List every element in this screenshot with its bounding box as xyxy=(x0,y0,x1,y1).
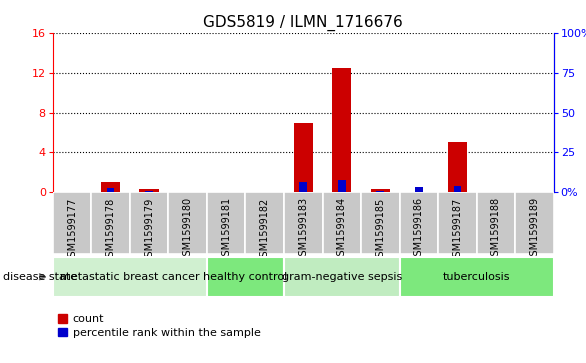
FancyBboxPatch shape xyxy=(284,192,322,254)
FancyBboxPatch shape xyxy=(207,257,284,297)
Bar xyxy=(448,143,467,192)
Bar xyxy=(294,123,313,192)
FancyBboxPatch shape xyxy=(246,192,284,254)
Bar xyxy=(332,68,352,192)
Text: healthy control: healthy control xyxy=(203,272,288,282)
Bar xyxy=(299,183,307,192)
FancyBboxPatch shape xyxy=(130,192,168,254)
Text: disease state: disease state xyxy=(3,272,77,282)
Legend: count, percentile rank within the sample: count, percentile rank within the sample xyxy=(58,314,261,338)
Bar xyxy=(338,180,346,192)
FancyBboxPatch shape xyxy=(400,192,438,254)
Bar xyxy=(139,189,159,192)
FancyBboxPatch shape xyxy=(53,257,207,297)
Text: GSM1599184: GSM1599184 xyxy=(337,197,347,262)
Text: GSM1599187: GSM1599187 xyxy=(452,197,462,262)
FancyBboxPatch shape xyxy=(400,257,554,297)
Text: GSM1599185: GSM1599185 xyxy=(376,197,386,262)
Text: GSM1599181: GSM1599181 xyxy=(221,197,231,262)
Bar xyxy=(454,186,461,192)
FancyBboxPatch shape xyxy=(476,192,515,254)
FancyBboxPatch shape xyxy=(91,192,130,254)
FancyBboxPatch shape xyxy=(284,257,400,297)
Bar xyxy=(376,191,384,192)
FancyBboxPatch shape xyxy=(438,192,476,254)
Text: GSM1599183: GSM1599183 xyxy=(298,197,308,262)
Text: GSM1599177: GSM1599177 xyxy=(67,197,77,263)
FancyBboxPatch shape xyxy=(322,192,361,254)
Text: GSM1599178: GSM1599178 xyxy=(105,197,115,262)
FancyBboxPatch shape xyxy=(207,192,246,254)
FancyBboxPatch shape xyxy=(361,192,400,254)
Bar xyxy=(101,183,120,192)
Bar xyxy=(107,188,114,192)
Text: GSM1599188: GSM1599188 xyxy=(491,197,501,262)
Text: GSM1599180: GSM1599180 xyxy=(183,197,193,262)
Text: GSM1599182: GSM1599182 xyxy=(260,197,270,262)
FancyBboxPatch shape xyxy=(53,192,91,254)
FancyBboxPatch shape xyxy=(168,192,207,254)
Text: GSM1599179: GSM1599179 xyxy=(144,197,154,262)
Bar xyxy=(145,191,153,192)
Bar xyxy=(371,189,390,192)
Text: gram-negative sepsis: gram-negative sepsis xyxy=(282,272,402,282)
Text: GSM1599186: GSM1599186 xyxy=(414,197,424,262)
FancyBboxPatch shape xyxy=(515,192,554,254)
Text: metastatic breast cancer: metastatic breast cancer xyxy=(60,272,200,282)
Text: tuberculosis: tuberculosis xyxy=(443,272,510,282)
Title: GDS5819 / ILMN_1716676: GDS5819 / ILMN_1716676 xyxy=(203,15,403,31)
Text: GSM1599189: GSM1599189 xyxy=(530,197,540,262)
Bar xyxy=(415,187,423,192)
